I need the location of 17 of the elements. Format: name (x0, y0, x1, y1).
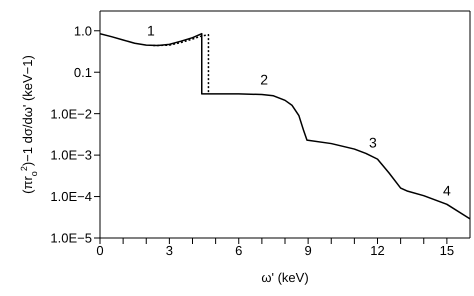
y-tick-label: 1.0 (74, 23, 92, 38)
annotation: 1 (146, 22, 155, 39)
x-axis-title: ω' (keV) (261, 270, 309, 285)
y-tick-label: 1.0E−4 (50, 189, 92, 204)
x-tick-label: 9 (304, 243, 312, 258)
x-tick-label: 3 (166, 243, 173, 258)
y-tick-label: 1.0E−5 (50, 230, 92, 246)
x-tick-label: 15 (440, 243, 454, 258)
y-tick-label: 1.0E−3 (50, 148, 92, 163)
x-tick-label: 0 (96, 243, 104, 258)
x-tick-label: 12 (370, 243, 385, 258)
annotation: 2 (260, 72, 268, 88)
x-tick-label: 6 (235, 243, 242, 258)
y-tick-label: 0.1 (74, 64, 92, 80)
y-tick-label: 1.0E−2 (50, 106, 92, 122)
annotation: 4 (442, 182, 451, 198)
annotation: 3 (368, 134, 377, 151)
